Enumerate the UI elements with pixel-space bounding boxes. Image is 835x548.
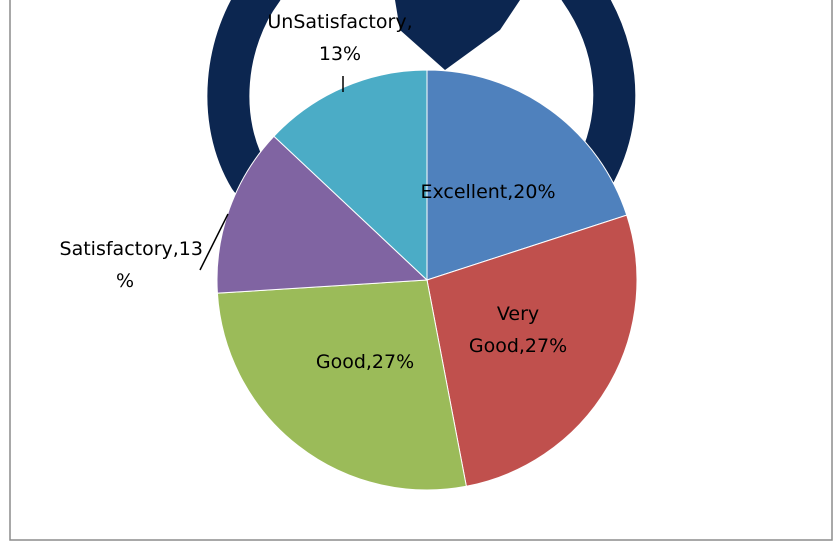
- label-line: Satisfactory,13: [60, 238, 203, 260]
- label-line: Very: [497, 303, 539, 325]
- label-line: Excellent,20%: [420, 181, 555, 203]
- label-line: Good,27%: [469, 335, 567, 357]
- page: Excellent,20% Very Good,27% Good,27% Satisfa…: [0, 0, 835, 548]
- label-line: 13%: [319, 43, 361, 65]
- label-line: Good,27%: [316, 351, 414, 373]
- data-label: Good,27%: [316, 351, 414, 373]
- data-label: Excellent,20%: [420, 181, 555, 203]
- pie: [217, 70, 637, 490]
- label-line: %: [116, 270, 134, 292]
- chart: Excellent,20% Very Good,27% Good,27% Satisfa…: [0, 0, 835, 548]
- label-line: UnSatisfactory,: [267, 11, 412, 33]
